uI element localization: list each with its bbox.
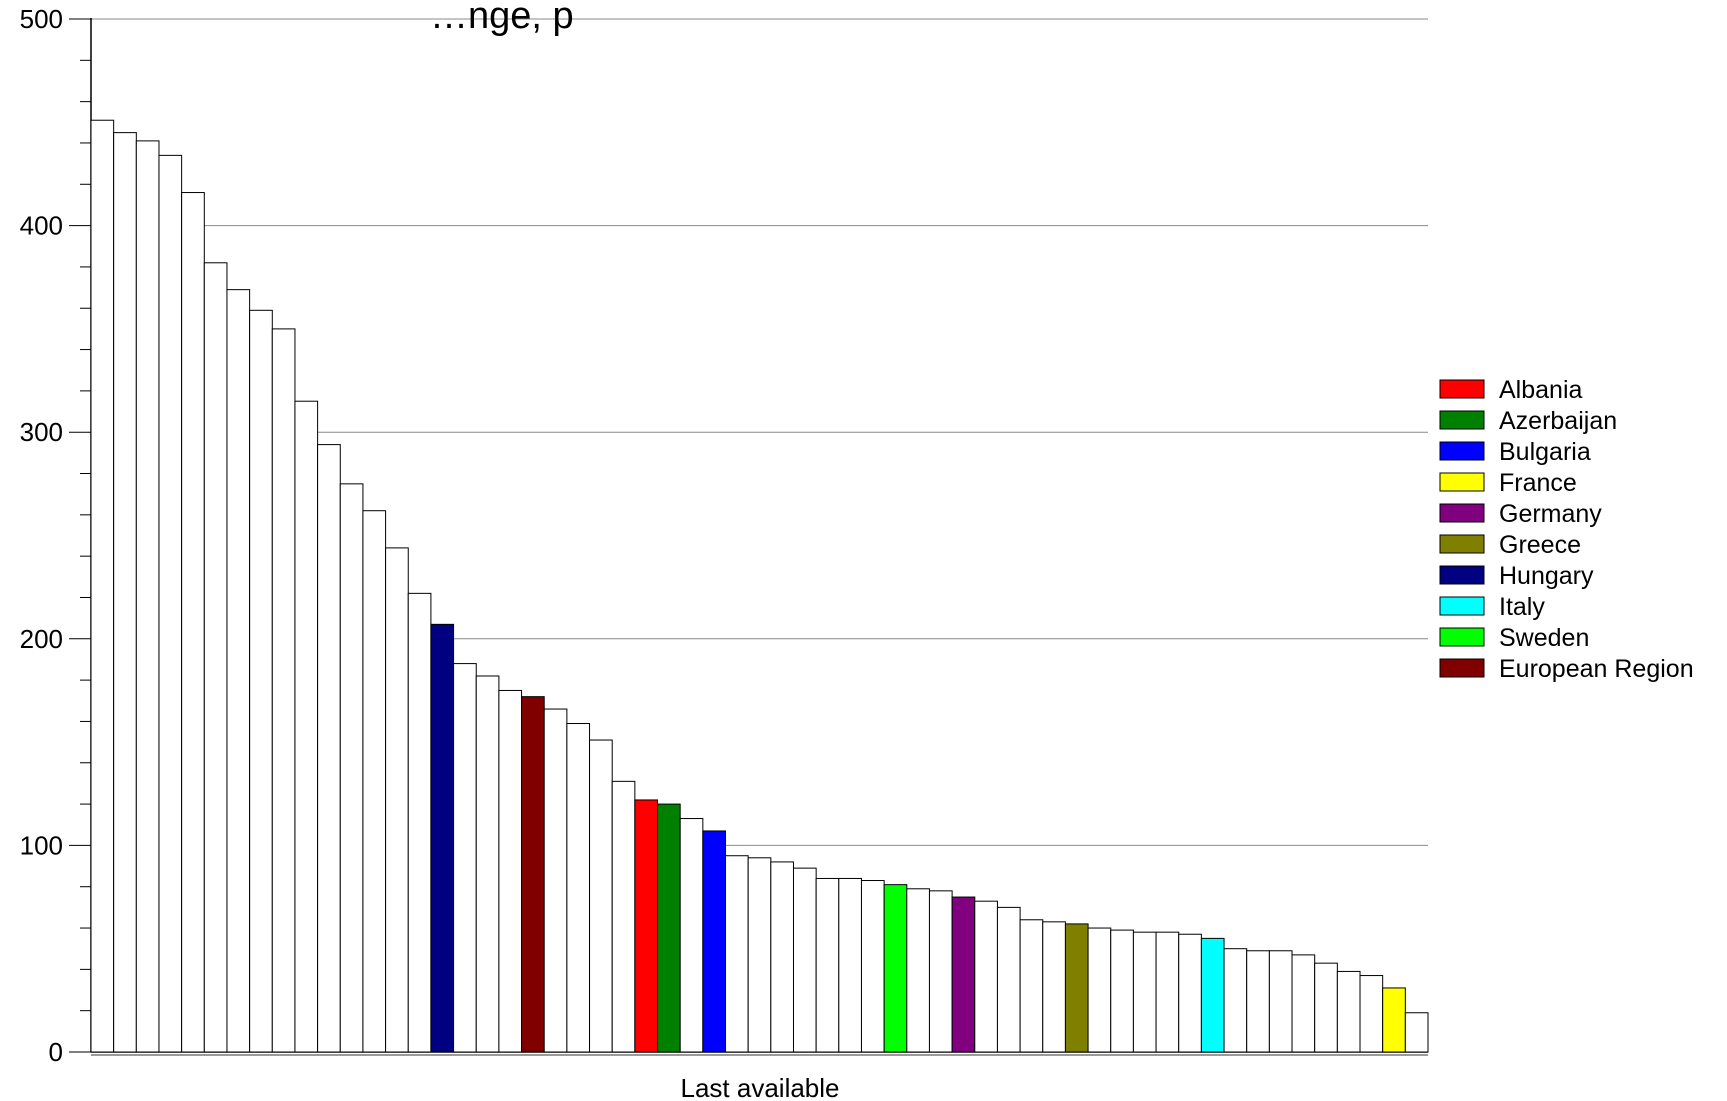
y-tick-label: 100 bbox=[20, 830, 63, 860]
bar bbox=[385, 547, 409, 1053]
bar bbox=[271, 328, 296, 1053]
highlighted-bar bbox=[634, 799, 659, 1053]
bar bbox=[679, 818, 704, 1053]
bar bbox=[249, 309, 273, 1053]
bar bbox=[1223, 948, 1248, 1053]
bar bbox=[906, 888, 930, 1053]
highlighted-bar bbox=[1064, 923, 1089, 1053]
bar bbox=[815, 877, 840, 1053]
bar bbox=[453, 663, 477, 1053]
legend-label: European Region bbox=[1499, 655, 1694, 683]
bar bbox=[1019, 919, 1044, 1053]
highlighted-bar bbox=[1382, 987, 1406, 1053]
highlighted-bar bbox=[521, 696, 545, 1053]
bar bbox=[725, 855, 749, 1053]
bar bbox=[1314, 962, 1338, 1053]
bar bbox=[1155, 931, 1180, 1053]
chart-title: …nge, p bbox=[430, 0, 574, 37]
bar bbox=[1359, 975, 1384, 1053]
bar bbox=[158, 154, 183, 1053]
bars bbox=[90, 119, 1429, 1053]
bar bbox=[996, 906, 1021, 1053]
highlighted-bar bbox=[1200, 937, 1225, 1053]
bar bbox=[543, 708, 568, 1053]
legend-swatch bbox=[1439, 565, 1485, 585]
legend-label: Hungary bbox=[1499, 562, 1594, 590]
legend-swatch bbox=[1439, 441, 1485, 461]
legend-label: France bbox=[1499, 469, 1577, 497]
legend-swatch bbox=[1439, 472, 1485, 492]
legend-swatch bbox=[1439, 658, 1485, 678]
bar bbox=[1110, 929, 1134, 1053]
bar bbox=[747, 857, 772, 1053]
legend-swatch bbox=[1439, 410, 1485, 430]
bar bbox=[611, 780, 636, 1053]
bar bbox=[294, 400, 319, 1053]
highlighted-bar bbox=[430, 623, 455, 1053]
bar bbox=[1132, 931, 1157, 1053]
bar bbox=[1336, 970, 1361, 1053]
highlighted-bar bbox=[657, 803, 681, 1053]
bar bbox=[589, 739, 613, 1053]
legend: Albania Azerbaijan Bulgaria France Germany Gr… bbox=[1439, 376, 1694, 683]
legend-label: Italy bbox=[1499, 593, 1545, 621]
bar bbox=[362, 510, 387, 1053]
bar bbox=[1268, 950, 1293, 1053]
bar bbox=[838, 877, 862, 1053]
bar bbox=[1042, 921, 1066, 1053]
bar bbox=[1291, 954, 1316, 1053]
bar bbox=[974, 900, 998, 1053]
bar bbox=[928, 890, 953, 1053]
x-axis-label: Last available bbox=[681, 1073, 840, 1101]
bar bbox=[226, 289, 251, 1053]
y-tick-label: 0 bbox=[49, 1037, 63, 1067]
bar bbox=[498, 689, 523, 1053]
legend-label: Azerbaijan bbox=[1499, 407, 1617, 435]
y-tick-label: 500 bbox=[20, 4, 63, 34]
legend-label: Sweden bbox=[1499, 624, 1589, 652]
bar bbox=[407, 592, 432, 1053]
highlighted-bar bbox=[702, 830, 727, 1053]
y-tick-label: 300 bbox=[20, 417, 63, 447]
bar bbox=[860, 880, 885, 1053]
bar bbox=[792, 867, 817, 1053]
legend-swatch bbox=[1439, 379, 1485, 399]
bar bbox=[181, 192, 205, 1053]
bar bbox=[203, 262, 228, 1053]
bar bbox=[475, 675, 500, 1053]
legend-label: Germany bbox=[1499, 500, 1602, 528]
bar bbox=[1178, 933, 1202, 1053]
highlighted-bar bbox=[883, 884, 908, 1053]
legend-swatch bbox=[1439, 627, 1485, 647]
bar bbox=[90, 119, 115, 1053]
bar bbox=[317, 444, 341, 1053]
y-tick-label: 400 bbox=[20, 211, 63, 241]
bar bbox=[566, 723, 591, 1053]
bar bbox=[113, 132, 137, 1053]
bar bbox=[1404, 1012, 1429, 1053]
bar bbox=[339, 483, 364, 1053]
legend-swatch bbox=[1439, 503, 1485, 523]
highlighted-bar bbox=[951, 896, 976, 1053]
bar bbox=[135, 140, 160, 1053]
y-tick-label: 200 bbox=[20, 624, 63, 654]
legend-label: Greece bbox=[1499, 531, 1581, 559]
legend-label: Bulgaria bbox=[1499, 438, 1591, 466]
bar bbox=[1246, 950, 1270, 1053]
legend-label: Albania bbox=[1499, 376, 1582, 404]
bar bbox=[1087, 927, 1112, 1053]
legend-swatch bbox=[1439, 534, 1485, 554]
legend-swatch bbox=[1439, 596, 1485, 616]
bar bbox=[770, 861, 794, 1053]
